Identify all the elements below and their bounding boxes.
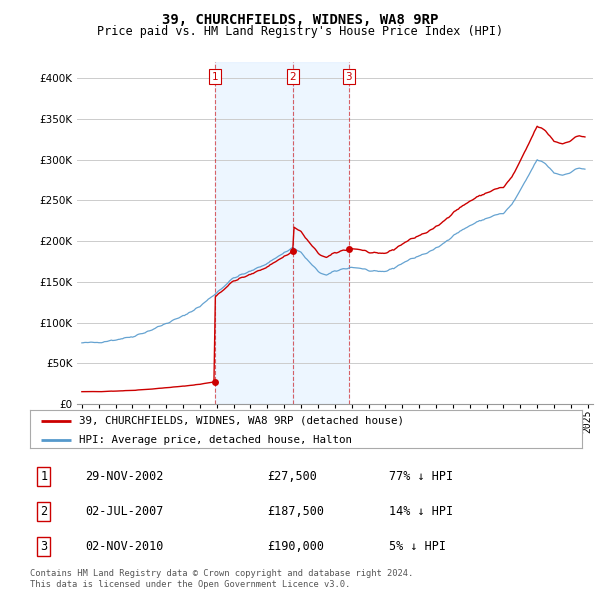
Text: £27,500: £27,500: [268, 470, 317, 483]
Text: HPI: Average price, detached house, Halton: HPI: Average price, detached house, Halt…: [79, 435, 352, 445]
Text: 77% ↓ HPI: 77% ↓ HPI: [389, 470, 453, 483]
Text: Contains HM Land Registry data © Crown copyright and database right 2024.
This d: Contains HM Land Registry data © Crown c…: [30, 569, 413, 589]
Bar: [215, 62, 293, 404]
Text: 3: 3: [40, 540, 47, 553]
Text: 5% ↓ HPI: 5% ↓ HPI: [389, 540, 446, 553]
Text: 3: 3: [346, 72, 352, 82]
Bar: [293, 62, 349, 404]
Text: 02-NOV-2010: 02-NOV-2010: [85, 540, 164, 553]
Text: 02-JUL-2007: 02-JUL-2007: [85, 505, 164, 519]
Text: 1: 1: [40, 470, 47, 483]
Text: 2: 2: [40, 505, 47, 519]
Text: 1: 1: [212, 72, 218, 82]
Text: 14% ↓ HPI: 14% ↓ HPI: [389, 505, 453, 519]
Text: 2: 2: [289, 72, 296, 82]
Text: £187,500: £187,500: [268, 505, 325, 519]
Text: 29-NOV-2002: 29-NOV-2002: [85, 470, 164, 483]
Text: 39, CHURCHFIELDS, WIDNES, WA8 9RP: 39, CHURCHFIELDS, WIDNES, WA8 9RP: [162, 13, 438, 27]
Text: 39, CHURCHFIELDS, WIDNES, WA8 9RP (detached house): 39, CHURCHFIELDS, WIDNES, WA8 9RP (detac…: [79, 416, 404, 426]
Text: Price paid vs. HM Land Registry's House Price Index (HPI): Price paid vs. HM Land Registry's House …: [97, 25, 503, 38]
Text: £190,000: £190,000: [268, 540, 325, 553]
